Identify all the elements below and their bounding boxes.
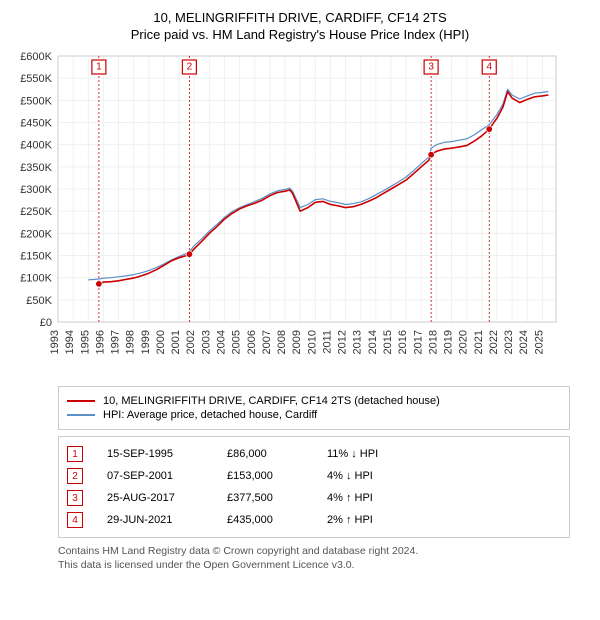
sale-date: 07-SEP-2001 xyxy=(107,470,227,482)
svg-text:2010: 2010 xyxy=(306,330,318,354)
svg-text:2008: 2008 xyxy=(276,330,288,354)
svg-text:1993: 1993 xyxy=(49,330,61,354)
svg-text:£250K: £250K xyxy=(20,206,52,218)
svg-text:2009: 2009 xyxy=(291,330,303,354)
legend-item: 10, MELINGRIFFITH DRIVE, CARDIFF, CF14 2… xyxy=(67,395,561,407)
legend-label: HPI: Average price, detached house, Card… xyxy=(103,409,317,421)
svg-text:2021: 2021 xyxy=(473,330,485,354)
svg-text:2003: 2003 xyxy=(200,330,212,354)
svg-text:2001: 2001 xyxy=(170,330,182,354)
price-chart: £0 £50K £100K £150K £200K £250K £300K £350K £400… xyxy=(10,50,570,380)
svg-text:2006: 2006 xyxy=(246,330,258,354)
legend-item: HPI: Average price, detached house, Card… xyxy=(67,409,561,421)
sales-row: 4 29-JUN-2021£435,0002% ↑ HPI xyxy=(67,509,561,531)
sale-delta: 11% ↓ HPI xyxy=(327,448,427,460)
svg-text:2004: 2004 xyxy=(216,330,228,354)
legend: 10, MELINGRIFFITH DRIVE, CARDIFF, CF14 2… xyxy=(58,386,570,430)
sale-date: 25-AUG-2017 xyxy=(107,492,227,504)
sale-delta: 2% ↑ HPI xyxy=(327,514,427,526)
svg-text:2024: 2024 xyxy=(518,330,530,354)
svg-text:2012: 2012 xyxy=(337,330,349,354)
svg-text:2013: 2013 xyxy=(352,330,364,354)
sale-price: £435,000 xyxy=(227,514,327,526)
svg-text:£0: £0 xyxy=(40,317,52,329)
footer-attribution: Contains HM Land Registry data © Crown c… xyxy=(58,544,570,572)
sale-marker: 4 xyxy=(67,512,83,528)
svg-text:2019: 2019 xyxy=(443,330,455,354)
svg-text:2011: 2011 xyxy=(321,330,333,354)
svg-text:£450K: £450K xyxy=(20,118,52,130)
sale-marker: 1 xyxy=(67,446,83,462)
chart-area: £0 £50K £100K £150K £200K £250K £300K £350K £400… xyxy=(10,50,590,380)
svg-text:2022: 2022 xyxy=(488,330,500,354)
svg-text:1: 1 xyxy=(96,62,102,73)
svg-text:1994: 1994 xyxy=(64,330,76,354)
legend-label: 10, MELINGRIFFITH DRIVE, CARDIFF, CF14 2… xyxy=(103,395,440,407)
sales-row: 1 15-SEP-1995£86,00011% ↓ HPI xyxy=(67,443,561,465)
svg-text:2000: 2000 xyxy=(155,330,167,354)
svg-text:2018: 2018 xyxy=(427,330,439,354)
svg-text:1996: 1996 xyxy=(94,330,106,354)
chart-subtitle: Price paid vs. HM Land Registry's House … xyxy=(10,27,590,42)
sales-table: 1 15-SEP-1995£86,00011% ↓ HPI 2 07-SEP-2001… xyxy=(58,436,570,538)
sale-marker: 3 xyxy=(67,490,83,506)
svg-text:£300K: £300K xyxy=(20,184,52,196)
chart-title-block: 10, MELINGRIFFITH DRIVE, CARDIFF, CF14 2… xyxy=(10,10,590,42)
svg-text:2016: 2016 xyxy=(397,330,409,354)
sale-date: 29-JUN-2021 xyxy=(107,514,227,526)
sale-delta: 4% ↑ HPI xyxy=(327,492,427,504)
svg-text:4: 4 xyxy=(486,62,492,73)
svg-text:2020: 2020 xyxy=(458,330,470,354)
svg-text:2023: 2023 xyxy=(503,330,515,354)
svg-text:£500K: £500K xyxy=(20,95,52,107)
svg-text:2007: 2007 xyxy=(261,330,273,354)
svg-text:2014: 2014 xyxy=(367,330,379,354)
svg-text:2017: 2017 xyxy=(412,330,424,354)
svg-text:1998: 1998 xyxy=(125,330,137,354)
svg-text:1999: 1999 xyxy=(140,330,152,354)
svg-text:2025: 2025 xyxy=(533,330,545,354)
legend-swatch xyxy=(67,400,95,402)
svg-text:2: 2 xyxy=(187,62,193,73)
chart-title: 10, MELINGRIFFITH DRIVE, CARDIFF, CF14 2… xyxy=(10,10,590,25)
legend-swatch xyxy=(67,414,95,416)
sales-row: 3 25-AUG-2017£377,5004% ↑ HPI xyxy=(67,487,561,509)
svg-text:1997: 1997 xyxy=(110,330,122,354)
sale-date: 15-SEP-1995 xyxy=(107,448,227,460)
sales-row: 2 07-SEP-2001£153,0004% ↓ HPI xyxy=(67,465,561,487)
svg-text:£150K: £150K xyxy=(20,251,52,263)
svg-text:1995: 1995 xyxy=(79,330,91,354)
svg-text:£350K: £350K xyxy=(20,162,52,174)
svg-text:£600K: £600K xyxy=(20,51,52,63)
sale-delta: 4% ↓ HPI xyxy=(327,470,427,482)
svg-text:£550K: £550K xyxy=(20,73,52,85)
svg-text:3: 3 xyxy=(428,62,434,73)
sale-price: £377,500 xyxy=(227,492,327,504)
sale-marker: 2 xyxy=(67,468,83,484)
sale-price: £153,000 xyxy=(227,470,327,482)
svg-text:£50K: £50K xyxy=(26,295,52,307)
svg-text:£100K: £100K xyxy=(20,273,52,285)
sale-price: £86,000 xyxy=(227,448,327,460)
footer-line-2: This data is licensed under the Open Gov… xyxy=(58,558,570,572)
svg-text:2015: 2015 xyxy=(382,330,394,354)
svg-text:2002: 2002 xyxy=(185,330,197,354)
footer-line-1: Contains HM Land Registry data © Crown c… xyxy=(58,544,570,558)
svg-text:£400K: £400K xyxy=(20,140,52,152)
svg-text:£200K: £200K xyxy=(20,228,52,240)
svg-text:2005: 2005 xyxy=(231,330,243,354)
